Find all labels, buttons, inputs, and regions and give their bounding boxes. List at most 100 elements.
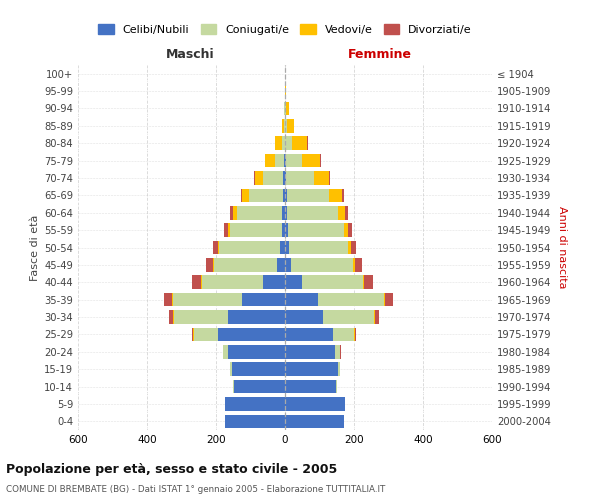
Bar: [191, 328, 193, 341]
Bar: [338, 206, 346, 220]
Bar: [336, 380, 337, 394]
Bar: [285, 102, 286, 115]
Bar: [285, 414, 344, 428]
Bar: [285, 258, 291, 272]
Bar: [351, 240, 356, 254]
Bar: [292, 136, 307, 150]
Bar: [242, 188, 249, 202]
Bar: [338, 362, 340, 376]
Bar: [194, 328, 218, 341]
Bar: [284, 119, 285, 132]
Bar: [202, 276, 263, 289]
Bar: [172, 293, 173, 306]
Bar: [285, 310, 323, 324]
Bar: [323, 310, 374, 324]
Bar: [164, 293, 172, 306]
Bar: [364, 276, 373, 289]
Bar: [230, 206, 233, 220]
Bar: [233, 380, 234, 394]
Bar: [212, 258, 214, 272]
Bar: [285, 293, 318, 306]
Bar: [288, 224, 344, 237]
Bar: [283, 188, 285, 202]
Bar: [206, 258, 212, 272]
Bar: [318, 293, 384, 306]
Bar: [285, 362, 338, 376]
Bar: [284, 154, 285, 168]
Bar: [201, 276, 202, 289]
Bar: [287, 119, 294, 132]
Bar: [285, 240, 289, 254]
Bar: [223, 345, 228, 358]
Bar: [349, 240, 351, 254]
Bar: [374, 310, 379, 324]
Text: Maschi: Maschi: [166, 48, 214, 62]
Bar: [335, 345, 340, 358]
Bar: [173, 310, 228, 324]
Bar: [354, 328, 355, 341]
Bar: [263, 276, 285, 289]
Bar: [334, 328, 354, 341]
Bar: [234, 380, 285, 394]
Text: Popolazione per età, sesso e stato civile - 2005: Popolazione per età, sesso e stato civil…: [6, 462, 337, 475]
Y-axis label: Fasce di età: Fasce di età: [30, 214, 40, 280]
Bar: [230, 362, 232, 376]
Bar: [320, 154, 321, 168]
Bar: [265, 154, 275, 168]
Bar: [285, 224, 288, 237]
Bar: [285, 171, 286, 185]
Bar: [275, 136, 281, 150]
Bar: [286, 102, 289, 115]
Bar: [254, 171, 263, 185]
Bar: [173, 293, 242, 306]
Bar: [263, 171, 283, 185]
Bar: [285, 206, 287, 220]
Bar: [228, 345, 285, 358]
Bar: [232, 362, 285, 376]
Legend: Celibi/Nubili, Coniugati/e, Vedovi/e, Divorziati/e: Celibi/Nubili, Coniugati/e, Vedovi/e, Di…: [94, 20, 476, 39]
Bar: [340, 345, 341, 358]
Bar: [213, 240, 218, 254]
Bar: [287, 206, 338, 220]
Bar: [385, 293, 392, 306]
Bar: [302, 276, 362, 289]
Bar: [169, 310, 173, 324]
Bar: [224, 414, 285, 428]
Bar: [228, 310, 285, 324]
Bar: [362, 276, 364, 289]
Bar: [329, 188, 342, 202]
Bar: [237, 206, 282, 220]
Bar: [285, 397, 346, 410]
Bar: [384, 293, 385, 306]
Bar: [285, 276, 302, 289]
Bar: [281, 136, 285, 150]
Bar: [242, 293, 285, 306]
Bar: [220, 240, 280, 254]
Bar: [285, 345, 335, 358]
Bar: [282, 224, 285, 237]
Bar: [286, 154, 302, 168]
Bar: [285, 119, 287, 132]
Bar: [291, 258, 353, 272]
Bar: [275, 154, 284, 168]
Bar: [286, 171, 314, 185]
Bar: [191, 276, 201, 289]
Bar: [344, 224, 348, 237]
Bar: [241, 188, 242, 202]
Bar: [285, 380, 336, 394]
Bar: [353, 258, 355, 272]
Bar: [355, 328, 356, 341]
Bar: [287, 188, 329, 202]
Bar: [280, 240, 285, 254]
Text: Femmine: Femmine: [348, 48, 412, 62]
Bar: [214, 258, 277, 272]
Bar: [285, 328, 334, 341]
Bar: [346, 206, 348, 220]
Bar: [302, 154, 320, 168]
Bar: [230, 224, 282, 237]
Bar: [314, 171, 329, 185]
Bar: [342, 188, 344, 202]
Bar: [283, 171, 285, 185]
Bar: [233, 206, 236, 220]
Bar: [224, 397, 285, 410]
